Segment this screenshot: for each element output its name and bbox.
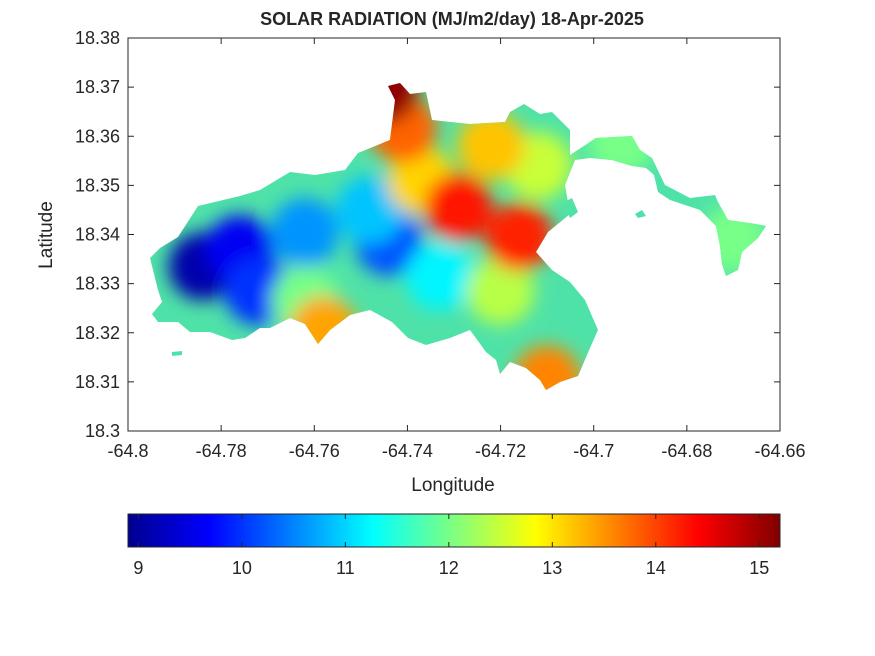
- x-tick-label: -64.78: [196, 441, 247, 461]
- y-tick-label: 18.35: [75, 175, 120, 195]
- y-tick-label: 18.32: [75, 323, 120, 343]
- x-tick-label: -64.76: [289, 441, 340, 461]
- colorbar-ticks: 9 10 11 12 13 14 15: [133, 514, 769, 578]
- y-tick-label: 18.36: [75, 126, 120, 146]
- radiation-region: [513, 345, 582, 390]
- x-tick-label: -64.8: [107, 441, 148, 461]
- radiation-region: [485, 202, 554, 271]
- colorbar-tick-label: 9: [133, 558, 143, 578]
- colorbar: [127, 513, 781, 548]
- y-axis-label: Latitude: [36, 201, 57, 269]
- y-tick-label: 18.3: [85, 421, 120, 441]
- x-tick-label: -64.72: [475, 441, 526, 461]
- radiation-region: [406, 242, 475, 311]
- colorbar-tick-label: 14: [646, 558, 666, 578]
- radiation-region: [270, 198, 339, 267]
- y-tick-label: 18.34: [75, 225, 120, 245]
- x-axis-ticks: -64.8 -64.78 -64.76 -64.74 -64.72 -64.7 -64.68…: [107, 38, 806, 461]
- y-tick-label: 18.33: [75, 274, 120, 294]
- y-tick-label: 18.37: [75, 77, 120, 97]
- colorbar-tick-label: 11: [336, 558, 355, 578]
- colorbar-tick-label: 13: [542, 558, 562, 578]
- y-axis-ticks: 18.3 18.31 18.32 18.33 18.34 18.35 18.36 18.37 1…: [75, 28, 780, 441]
- y-tick-label: 18.38: [75, 28, 120, 48]
- colorbar-tick-label: 10: [232, 558, 252, 578]
- radiation-region: [466, 256, 535, 325]
- x-tick-label: -64.7: [573, 441, 614, 461]
- chart-title: SOLAR RADIATION (MJ/m2/day) 18-Apr-2025: [260, 9, 644, 29]
- x-tick-label: -64.66: [754, 441, 805, 461]
- radiation-region: [336, 175, 405, 244]
- radiation-region: [457, 112, 526, 181]
- colorbar-tick-label: 12: [439, 558, 459, 578]
- y-tick-label: 18.31: [75, 372, 120, 392]
- x-tick-label: -64.68: [661, 441, 712, 461]
- x-tick-label: -64.74: [382, 441, 433, 461]
- colorbar-tick-label: 15: [749, 558, 769, 578]
- x-axis-label: Longitude: [411, 475, 494, 496]
- radiation-region: [424, 173, 493, 242]
